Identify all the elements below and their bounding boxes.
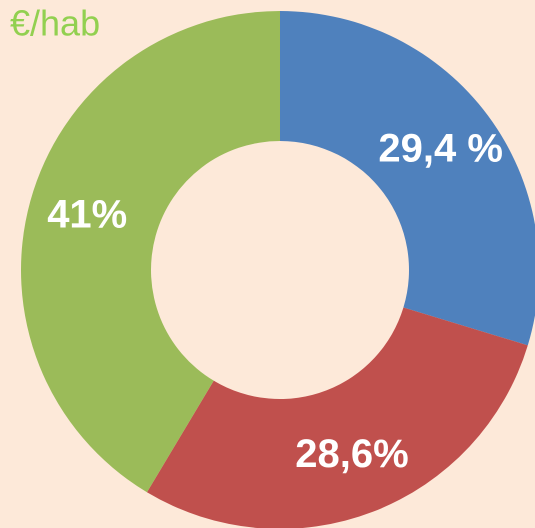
data-label: 28,6% <box>295 432 408 476</box>
data-label: 41% <box>47 192 127 236</box>
labels: 29,4 % 28,6% 41% <box>47 126 503 476</box>
chart-title: €/hab <box>10 3 100 44</box>
data-label: 29,4 % <box>378 126 503 170</box>
slices <box>21 11 535 528</box>
slice <box>280 11 535 346</box>
slice <box>146 307 528 528</box>
slice <box>21 11 280 493</box>
